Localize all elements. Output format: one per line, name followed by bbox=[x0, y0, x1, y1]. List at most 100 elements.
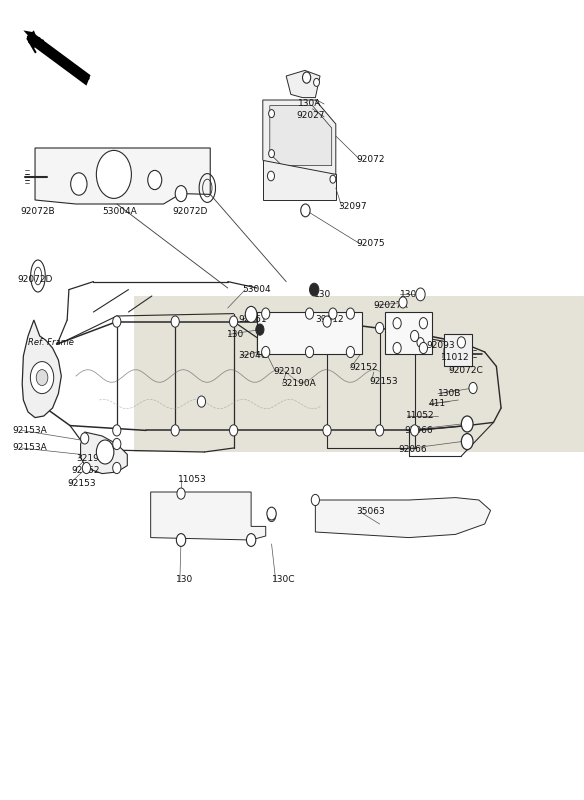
Circle shape bbox=[269, 110, 274, 118]
Text: 92066: 92066 bbox=[404, 426, 433, 435]
Text: 92152: 92152 bbox=[349, 363, 378, 373]
Text: 92161: 92161 bbox=[238, 315, 267, 325]
Circle shape bbox=[323, 425, 331, 436]
Text: 11052: 11052 bbox=[406, 411, 434, 421]
Circle shape bbox=[30, 362, 54, 394]
Circle shape bbox=[330, 175, 336, 183]
Polygon shape bbox=[315, 498, 491, 538]
Circle shape bbox=[82, 462, 91, 474]
Circle shape bbox=[305, 346, 314, 358]
Circle shape bbox=[176, 534, 186, 546]
Circle shape bbox=[113, 438, 121, 450]
Text: 32190: 32190 bbox=[76, 454, 105, 463]
Circle shape bbox=[256, 324, 264, 335]
Circle shape bbox=[376, 425, 384, 436]
Text: 32190A: 32190A bbox=[281, 379, 317, 389]
Circle shape bbox=[461, 416, 473, 432]
Circle shape bbox=[230, 425, 238, 436]
Circle shape bbox=[301, 204, 310, 217]
Circle shape bbox=[171, 316, 179, 327]
Text: 53004: 53004 bbox=[242, 285, 271, 294]
Circle shape bbox=[175, 186, 187, 202]
Text: 35063: 35063 bbox=[356, 507, 385, 517]
Circle shape bbox=[267, 507, 276, 520]
Circle shape bbox=[346, 346, 354, 358]
Circle shape bbox=[417, 338, 424, 347]
Text: 92066: 92066 bbox=[399, 445, 427, 454]
Circle shape bbox=[267, 510, 276, 522]
Polygon shape bbox=[151, 492, 266, 540]
Text: 92072B: 92072B bbox=[20, 207, 55, 217]
Circle shape bbox=[262, 346, 270, 358]
Bar bbox=[134, 296, 584, 452]
Text: 130A: 130A bbox=[298, 99, 321, 109]
Circle shape bbox=[419, 318, 427, 329]
Circle shape bbox=[262, 308, 270, 319]
Circle shape bbox=[399, 297, 407, 308]
Circle shape bbox=[416, 288, 425, 301]
Circle shape bbox=[461, 434, 473, 450]
Circle shape bbox=[393, 342, 401, 354]
Text: 130C: 130C bbox=[272, 575, 295, 585]
Polygon shape bbox=[81, 432, 127, 474]
Circle shape bbox=[329, 308, 337, 319]
Circle shape bbox=[148, 170, 162, 190]
Polygon shape bbox=[263, 100, 336, 174]
Polygon shape bbox=[28, 32, 91, 86]
Circle shape bbox=[376, 322, 384, 334]
Circle shape bbox=[197, 396, 206, 407]
Circle shape bbox=[96, 150, 131, 198]
Polygon shape bbox=[270, 106, 332, 166]
Polygon shape bbox=[22, 320, 61, 418]
FancyArrowPatch shape bbox=[28, 37, 88, 78]
Circle shape bbox=[463, 420, 471, 431]
Circle shape bbox=[305, 308, 314, 319]
Circle shape bbox=[81, 433, 89, 444]
Text: 92027A: 92027A bbox=[374, 301, 408, 310]
Circle shape bbox=[303, 72, 311, 83]
Circle shape bbox=[323, 316, 331, 327]
Text: 32097: 32097 bbox=[339, 202, 367, 211]
Circle shape bbox=[311, 494, 319, 506]
Circle shape bbox=[419, 342, 427, 354]
Polygon shape bbox=[35, 148, 210, 204]
Circle shape bbox=[113, 316, 121, 327]
Circle shape bbox=[469, 382, 477, 394]
Text: 92210: 92210 bbox=[273, 367, 302, 377]
Circle shape bbox=[36, 370, 48, 386]
Circle shape bbox=[267, 171, 274, 181]
Circle shape bbox=[113, 462, 121, 474]
Polygon shape bbox=[263, 160, 336, 200]
Text: 130B: 130B bbox=[438, 389, 461, 398]
Circle shape bbox=[230, 316, 238, 327]
Circle shape bbox=[96, 440, 114, 464]
Circle shape bbox=[310, 283, 319, 296]
Text: 92027: 92027 bbox=[296, 111, 325, 121]
Text: 411: 411 bbox=[428, 399, 445, 409]
Circle shape bbox=[314, 78, 319, 86]
Circle shape bbox=[177, 534, 185, 546]
Text: 130C: 130C bbox=[400, 290, 423, 299]
Text: 92153A: 92153A bbox=[13, 426, 48, 435]
Text: 92153: 92153 bbox=[370, 377, 398, 386]
Polygon shape bbox=[444, 334, 472, 366]
Text: 11053: 11053 bbox=[178, 475, 207, 485]
Text: 92075: 92075 bbox=[356, 239, 385, 249]
Text: 92072C: 92072C bbox=[449, 366, 484, 375]
Polygon shape bbox=[257, 312, 362, 354]
Text: 92153A: 92153A bbox=[13, 443, 48, 453]
Text: 130: 130 bbox=[227, 330, 244, 339]
Circle shape bbox=[171, 425, 179, 436]
Text: Ref. Frame: Ref. Frame bbox=[28, 338, 74, 347]
Circle shape bbox=[411, 425, 419, 436]
Text: 92153: 92153 bbox=[67, 478, 96, 488]
Text: 32046: 32046 bbox=[238, 351, 267, 361]
Text: 130: 130 bbox=[314, 290, 331, 299]
Text: 92093: 92093 bbox=[426, 341, 455, 350]
Text: 92072D: 92072D bbox=[18, 275, 53, 285]
Polygon shape bbox=[385, 312, 432, 354]
Circle shape bbox=[177, 488, 185, 499]
Text: 130: 130 bbox=[176, 575, 194, 585]
Polygon shape bbox=[286, 70, 320, 98]
Circle shape bbox=[245, 306, 257, 322]
